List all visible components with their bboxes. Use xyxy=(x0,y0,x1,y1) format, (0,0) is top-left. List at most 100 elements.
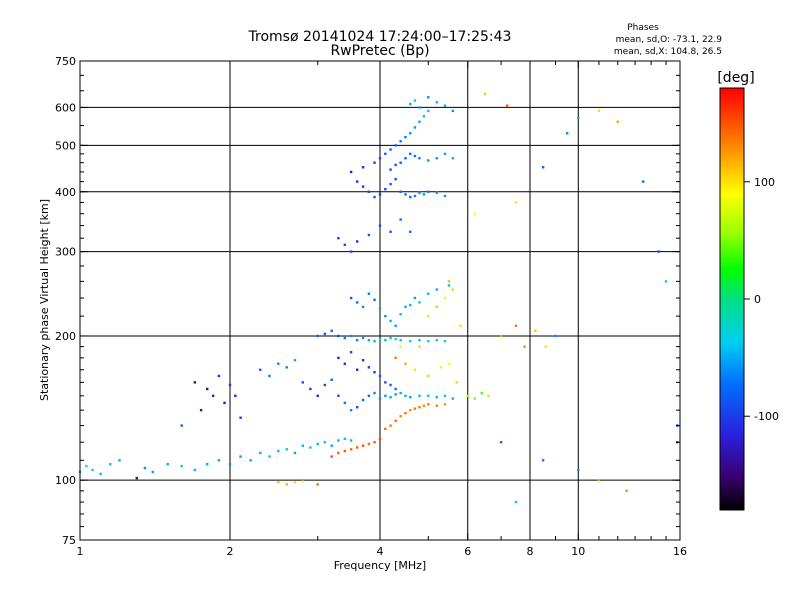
data-point xyxy=(337,334,340,338)
data-point xyxy=(337,451,340,455)
data-point xyxy=(483,92,487,96)
data-point xyxy=(389,319,392,323)
data-point xyxy=(418,301,421,304)
data-point xyxy=(378,307,382,310)
data-point xyxy=(330,329,333,333)
data-point xyxy=(389,424,392,427)
data-point xyxy=(349,250,353,253)
data-point xyxy=(399,161,402,164)
data-point xyxy=(443,296,447,300)
data-point xyxy=(349,170,353,174)
x-axis-label: Frequency [MHz] xyxy=(334,559,426,572)
y-tick-label: 75 xyxy=(62,534,76,547)
data-point xyxy=(418,338,421,342)
data-point xyxy=(384,338,387,342)
data-point xyxy=(404,394,407,398)
data-point xyxy=(399,218,402,221)
data-point xyxy=(435,157,438,160)
data-point xyxy=(439,366,443,369)
data-point xyxy=(343,362,347,365)
data-point xyxy=(343,336,347,340)
data-point xyxy=(337,439,340,442)
data-point xyxy=(413,99,417,102)
data-point xyxy=(323,441,327,444)
data-point xyxy=(577,468,580,472)
data-point xyxy=(394,163,397,167)
data-point xyxy=(384,427,387,431)
data-point xyxy=(389,230,392,233)
data-point xyxy=(151,470,155,474)
data-point xyxy=(373,161,376,164)
data-point xyxy=(361,359,365,362)
data-point xyxy=(399,140,402,143)
data-point xyxy=(193,381,197,384)
stats-line-x: mean, sd,X: 104.8, 26.5 xyxy=(614,47,722,57)
data-point xyxy=(394,387,397,391)
y-tick-label: 600 xyxy=(55,101,76,114)
x-tick-label: 6 xyxy=(464,545,471,558)
y-tick-label: 500 xyxy=(55,139,76,152)
data-point xyxy=(435,395,438,399)
data-point xyxy=(409,340,412,343)
data-point xyxy=(285,448,288,451)
data-point xyxy=(451,109,455,113)
data-point xyxy=(404,157,407,160)
data-point xyxy=(259,451,262,455)
data-point xyxy=(413,407,417,410)
data-point xyxy=(399,313,402,316)
data-point xyxy=(343,401,347,405)
data-point xyxy=(455,381,458,384)
data-point xyxy=(135,476,138,480)
data-point xyxy=(487,394,490,398)
data-point xyxy=(418,394,421,398)
data-point xyxy=(427,374,430,378)
data-point xyxy=(378,397,382,400)
data-points xyxy=(78,92,679,504)
data-point xyxy=(447,284,451,287)
data-point xyxy=(367,338,371,342)
data-point xyxy=(378,337,382,341)
data-point xyxy=(301,478,305,482)
data-point xyxy=(384,152,387,156)
data-point xyxy=(399,345,402,348)
data-point xyxy=(422,193,426,196)
data-point xyxy=(447,362,451,365)
data-point xyxy=(427,394,430,398)
chart-subtitle: RwPretec (Bp) xyxy=(330,43,429,59)
data-point xyxy=(217,459,221,462)
data-point xyxy=(316,394,319,398)
data-point xyxy=(418,120,421,123)
data-point xyxy=(427,190,430,193)
colorbar-label: [deg] xyxy=(717,70,754,86)
data-point xyxy=(473,397,477,400)
data-point xyxy=(409,132,412,135)
data-point xyxy=(367,190,371,193)
data-point xyxy=(480,391,483,395)
data-point xyxy=(389,383,392,387)
data-point xyxy=(285,483,288,486)
data-point xyxy=(367,442,371,446)
data-point xyxy=(228,462,232,466)
data-point xyxy=(361,166,365,169)
data-point xyxy=(361,444,365,447)
data-point xyxy=(544,345,547,348)
data-point xyxy=(85,464,88,468)
data-point xyxy=(373,371,376,374)
y-tick-label: 100 xyxy=(55,474,76,487)
y-axis: 75 100 200 300 400 500 600 750 xyxy=(55,55,680,547)
y-axis-label: Stationary phase Virtual Height [km] xyxy=(38,199,51,401)
data-point xyxy=(409,230,412,233)
x-tick-label: 4 xyxy=(377,545,384,558)
x-tick-label: 2 xyxy=(227,545,234,558)
data-point xyxy=(373,298,376,301)
data-point xyxy=(413,194,417,198)
data-point xyxy=(443,104,447,107)
data-point xyxy=(427,292,430,295)
data-point xyxy=(361,398,365,402)
data-point xyxy=(565,132,569,135)
data-point xyxy=(259,368,262,371)
data-point xyxy=(268,374,271,378)
data-point xyxy=(384,394,387,398)
data-point xyxy=(466,394,469,398)
data-point xyxy=(293,481,297,484)
